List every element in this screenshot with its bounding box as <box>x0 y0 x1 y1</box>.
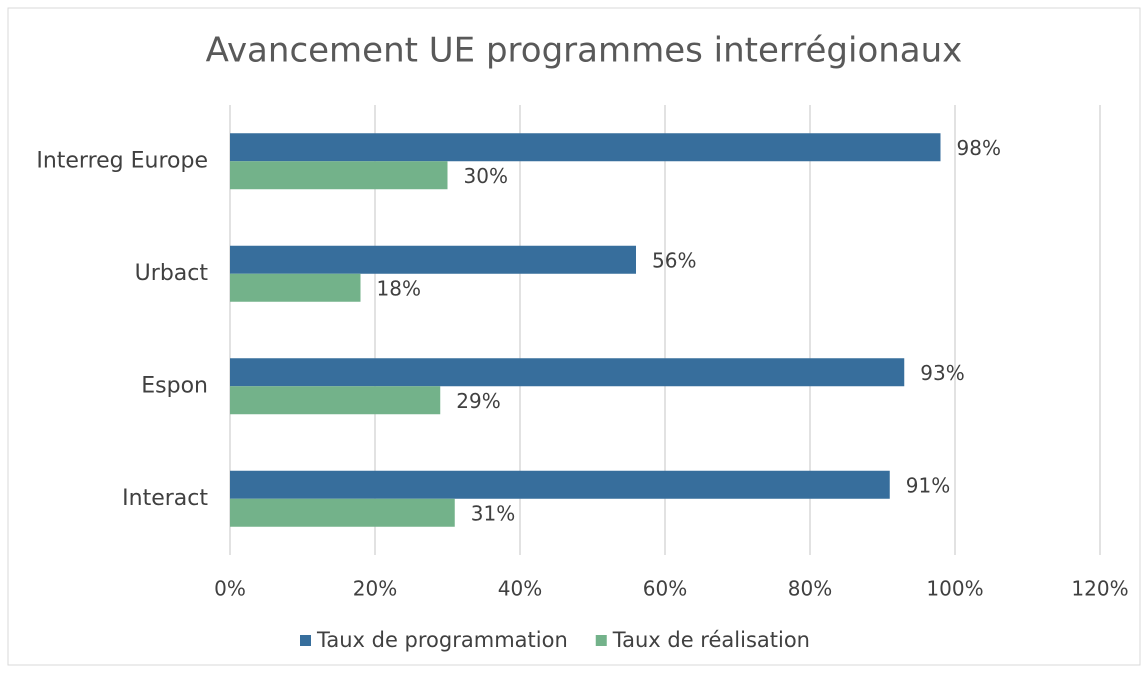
data-label: 31% <box>471 501 515 525</box>
x-tick-label: 20% <box>353 577 397 601</box>
y-tick-label: Espon <box>141 373 208 398</box>
x-tick-label: 100% <box>926 577 983 601</box>
bar <box>230 133 941 162</box>
legend-label: Taux de programmation <box>316 628 568 652</box>
bar <box>230 470 890 499</box>
data-label: 93% <box>920 361 964 385</box>
bar <box>230 498 455 527</box>
legend-label: Taux de réalisation <box>612 628 810 652</box>
data-label: 30% <box>464 164 508 188</box>
x-tick-label: 40% <box>498 577 542 601</box>
bar <box>230 161 448 190</box>
bar <box>230 273 361 302</box>
x-tick-label: 80% <box>788 577 832 601</box>
data-label: 98% <box>957 136 1001 160</box>
bar <box>230 386 441 415</box>
y-tick-label: Interreg Europe <box>36 148 208 173</box>
data-label: 56% <box>652 248 696 272</box>
chart-frame <box>7 7 1141 666</box>
legend-swatch <box>595 635 607 646</box>
x-tick-label: 120% <box>1071 577 1128 601</box>
x-tick-label: 60% <box>643 577 687 601</box>
data-label: 91% <box>906 473 950 497</box>
y-tick-label: Interact <box>122 486 208 511</box>
data-label: 18% <box>377 276 421 300</box>
data-label: 29% <box>456 389 500 413</box>
legend-swatch <box>300 635 311 646</box>
bar <box>230 245 636 274</box>
x-tick-label: 0% <box>214 577 246 601</box>
bar <box>230 358 905 387</box>
chart-title: Avancement UE programmes interrégionaux <box>206 31 963 71</box>
y-tick-label: Urbact <box>135 261 209 286</box>
